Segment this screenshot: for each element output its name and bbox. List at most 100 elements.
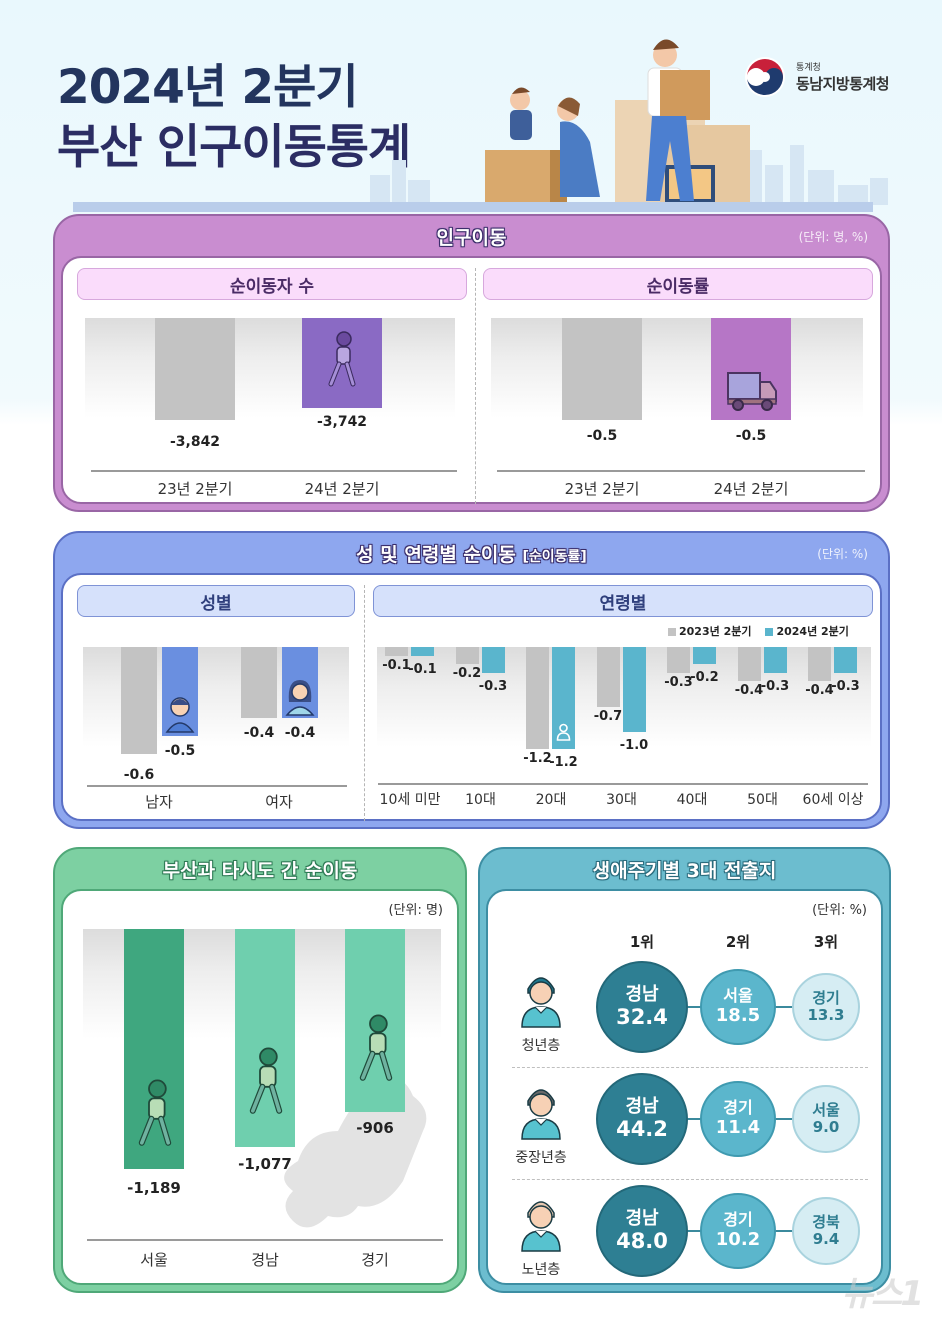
panel-title: 인구이동 [436, 226, 507, 249]
panel-header: 부산과 타시도 간 순이동 [55, 849, 465, 889]
region-percent: 10.2 [715, 1228, 761, 1250]
bar-2023 [562, 318, 642, 420]
person-0: 청년층 [506, 969, 576, 1055]
rank-3-header: 3위 [813, 933, 839, 951]
title-text: 성 및 연령별 순이동 [356, 543, 516, 566]
bar-v2023 [385, 647, 408, 656]
category-label: 경남 [251, 1251, 279, 1269]
bar-v2024 [622, 647, 646, 732]
value-label: -1.0 [619, 738, 649, 753]
category-label: 10대 [465, 792, 496, 808]
bar-2024 [302, 318, 382, 408]
region-name: 경기 [723, 1210, 753, 1230]
region-percent: 11.4 [715, 1116, 761, 1138]
x-axis [87, 1239, 443, 1241]
value-label: -3,842 [169, 434, 221, 450]
title-line-2: 부산 인구이동통계 [57, 120, 411, 175]
value-label: -3,742 [316, 414, 368, 430]
value-label: -0.3 [478, 678, 508, 694]
person-1: 중장년층 [506, 1081, 576, 1167]
region-name: 경남 [625, 1207, 659, 1229]
net-migrants-header: 순이동자 수 [77, 268, 467, 300]
legend-item-2024: 2024년 2분기 [765, 623, 849, 639]
bar-v2023 [596, 647, 620, 707]
region-percent: 48.0 [616, 1229, 668, 1254]
row-label: 청년층 [521, 1038, 561, 1054]
rank-2-bubble: 경기 10.2 [700, 1193, 776, 1269]
region-name: 서울 [812, 1100, 840, 1119]
bar-2023 [155, 318, 235, 420]
panel-header: 인구이동 (단위: 명, %) [55, 216, 888, 256]
person-avatar-icon [521, 1201, 561, 1252]
rank-2-bubble: 경기 11.4 [700, 1081, 776, 1157]
value-label: -0.3 [664, 674, 693, 690]
unit-label: (단위: 명) [388, 903, 443, 918]
rank-1-bubble: 경남 32.4 [596, 961, 688, 1053]
category-label: 30대 [606, 792, 637, 808]
moving-truck-icon [727, 372, 777, 411]
person-avatar-icon [521, 977, 561, 1028]
bar-v2024 [693, 647, 716, 664]
chart-legend: 2023년 2분기 2024년 2분기 [668, 623, 849, 639]
government-emblem-icon [745, 57, 785, 97]
category-label: 24년 2분기 [713, 480, 789, 498]
region-percent: 44.2 [616, 1117, 668, 1142]
bar-v2023 [526, 647, 549, 749]
row-divider [512, 1067, 868, 1068]
value-label: -0.2 [452, 666, 482, 681]
category-label: 10세 미만 [379, 792, 441, 808]
person-avatar-icon [521, 1089, 561, 1140]
rank-3-bubble: 서울 9.0 [792, 1085, 860, 1153]
region-percent: 13.3 [807, 1006, 845, 1024]
value-label: -0.6 [123, 767, 155, 783]
bar-v2023 [455, 647, 479, 664]
value-label: -0.5 [586, 428, 618, 444]
region-name: 서울 [723, 986, 753, 1006]
value-label: -0.1 [408, 661, 437, 677]
population-movement-panel: 인구이동 (단위: 명, %) 순이동자 수 순이동률 -3,842 -3,74… [53, 214, 890, 512]
header-band [73, 202, 873, 212]
rank-2-bubble: 서울 18.5 [700, 969, 776, 1045]
region-name: 경남 [625, 1095, 659, 1117]
rank-1-bubble: 경남 44.2 [596, 1073, 688, 1165]
category-label: 23년 2분기 [564, 480, 640, 498]
value-label: -906 [356, 1119, 394, 1137]
value-label: -0.4 [243, 725, 275, 741]
legend-item-2023: 2023년 2분기 [668, 623, 751, 639]
region-name: 경기 [723, 1098, 753, 1118]
unit-label: (단위: 명, %) [798, 229, 868, 244]
panel-title: 생애주기별 3대 전출지 [592, 859, 777, 882]
panel-body: 성별 연령별 -0.6 -0.5 -0.4 -0.4 [61, 573, 882, 821]
panel-body: (단위: 명) -1,189 -1,077 -906 [61, 889, 459, 1285]
subheader-text: 연령별 [599, 593, 647, 614]
news1-watermark: 뉴스1 [841, 1274, 924, 1314]
org-name: 동남지방통계청 [796, 75, 890, 93]
sex-age-panel: 성 및 연령별 순이동 [순이동률] (단위: %) 성별 연령별 [53, 531, 890, 829]
bar-gyeongnam [235, 929, 295, 1147]
value-label: -0.4 [284, 725, 316, 741]
person-outline-icon [556, 723, 571, 741]
category-label: 20대 [535, 792, 567, 808]
moving-family-illustration [485, 39, 750, 205]
region-name: 경기 [812, 988, 840, 1007]
value-label: -1,077 [238, 1155, 292, 1173]
category-label: 40대 [676, 792, 708, 808]
subheader-text: 순이동자 수 [229, 276, 315, 297]
x-axis [497, 470, 865, 472]
page-title: 2024년 2분기 부산 인구이동통계 [57, 58, 411, 178]
x-axis [91, 470, 457, 472]
bar-v2023 [667, 647, 690, 673]
value-label: -0.7 [593, 708, 623, 724]
category-label: 50대 [747, 792, 778, 808]
divider [364, 585, 365, 821]
x-axis [378, 783, 868, 785]
walking-person-icon [249, 1047, 283, 1114]
person-2: 노년층 [506, 1193, 576, 1279]
panel-header: 생애주기별 3대 전출지 [480, 849, 889, 889]
bar-v2024 [834, 647, 857, 673]
bar-female-2024 [282, 647, 318, 718]
value-label: -0.3 [831, 678, 860, 694]
statistics-office-logo: 통계청 동남지방통계청 [744, 56, 890, 98]
unit-label: (단위: %) [817, 546, 868, 561]
bar-female-2023 [241, 647, 277, 718]
